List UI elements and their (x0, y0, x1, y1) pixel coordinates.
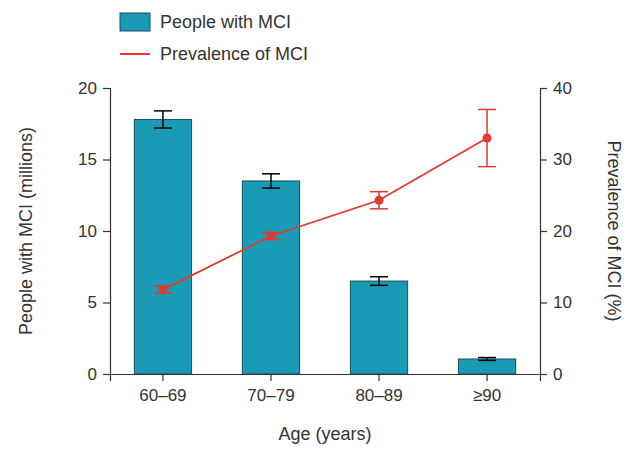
tick: 70–79 (247, 374, 294, 405)
bar (134, 119, 191, 374)
tick-label: 30 (553, 150, 572, 169)
error-bar (154, 111, 172, 128)
tick-mark (540, 159, 547, 160)
tick: 0 (88, 365, 110, 384)
marker (266, 232, 275, 241)
tick-label: 60–69 (139, 386, 186, 405)
tick-label: 5 (88, 293, 97, 312)
tick-mark (103, 374, 110, 375)
tick-mark (162, 374, 163, 381)
bar (350, 281, 407, 374)
bar (458, 359, 515, 374)
error-bar-part (478, 360, 496, 362)
error-bar (154, 286, 172, 293)
tick: 10 (540, 293, 572, 312)
tick-label: 10 (78, 222, 97, 241)
legend-label: Prevalence of MCI (160, 44, 308, 64)
marker (483, 134, 492, 143)
error-bar-part (162, 111, 164, 128)
tick: 0 (540, 365, 562, 384)
tick-label: 70–79 (247, 386, 294, 405)
legend-label: People with MCI (160, 12, 291, 32)
marker (158, 285, 167, 294)
axis-line (111, 375, 541, 382)
tick-label: 0 (88, 365, 97, 384)
error-bar (370, 277, 388, 286)
tick: 30 (540, 150, 572, 169)
error-bar (262, 174, 280, 188)
marker (375, 196, 384, 205)
y-axis-title: People with MCI (millions) (16, 127, 36, 335)
tick-mark (103, 88, 110, 89)
error-bar-part (270, 174, 272, 188)
tick-mark (540, 88, 547, 89)
tick: 15 (78, 150, 110, 169)
tick: 20 (540, 222, 572, 241)
error-bar-part (370, 208, 388, 210)
tick: 20 (78, 79, 110, 98)
tick-mark (486, 374, 487, 381)
error-bar-part (154, 127, 172, 129)
error-bar-part (262, 187, 280, 189)
tick-label: ≥90 (473, 386, 501, 405)
error-bar-part (378, 277, 380, 286)
legend-item: Prevalence of MCI (120, 44, 308, 64)
axis-line (541, 89, 548, 375)
error-bar (478, 109, 496, 166)
tick: 5 (88, 293, 110, 312)
tick-mark (103, 302, 110, 303)
x-axis: 60–69 70–79 80–89 ≥90 (111, 374, 541, 405)
tick-mark (378, 374, 379, 381)
tick: 10 (78, 222, 110, 241)
error-bar-part (262, 173, 280, 175)
error-bar-part (154, 110, 172, 112)
tick-mark (103, 231, 110, 232)
tick: ≥90 (473, 374, 501, 405)
error-bar-part (370, 276, 388, 278)
tick-label: 40 (553, 79, 572, 98)
legend-swatch (120, 13, 150, 31)
tick-mark (270, 374, 271, 381)
error-bar-part (478, 166, 496, 168)
tick-label: 15 (78, 150, 97, 169)
chart: 0 5 10 15 20 0 10 20 30 40 60–69 70–79 80–89 ≥90 Age (… (0, 0, 640, 476)
y2-axis-title: Prevalence of MCI (%) (604, 140, 624, 321)
y-axis: 0 5 10 15 20 (78, 79, 110, 384)
tick-label: 20 (553, 222, 572, 241)
tick-label: 0 (553, 365, 562, 384)
legend-item: People with MCI (120, 12, 291, 32)
error-bar-part (478, 109, 496, 111)
plot-area (134, 109, 515, 374)
axis-line (103, 89, 111, 375)
y2-axis: 0 10 20 30 40 (540, 79, 572, 384)
tick-label: 10 (553, 293, 572, 312)
tick-mark (540, 231, 547, 232)
error-bar (262, 232, 280, 239)
legend: People with MCI Prevalence of MCI (120, 12, 308, 64)
error-bar-part (370, 285, 388, 287)
tick-mark (540, 302, 547, 303)
tick: 40 (540, 79, 572, 98)
tick-label: 20 (78, 79, 97, 98)
bar (242, 181, 299, 374)
error-bar (370, 192, 388, 209)
tick-mark (103, 159, 110, 160)
tick-label: 80–89 (355, 386, 402, 405)
error-bar (478, 358, 496, 361)
tick: 60–69 (139, 374, 186, 405)
error-bar-part (478, 357, 496, 359)
tick: 80–89 (355, 374, 402, 405)
legend-swatch (120, 53, 150, 55)
line (163, 138, 487, 290)
error-bar-part (370, 191, 388, 193)
x-axis-title: Age (years) (278, 424, 371, 444)
